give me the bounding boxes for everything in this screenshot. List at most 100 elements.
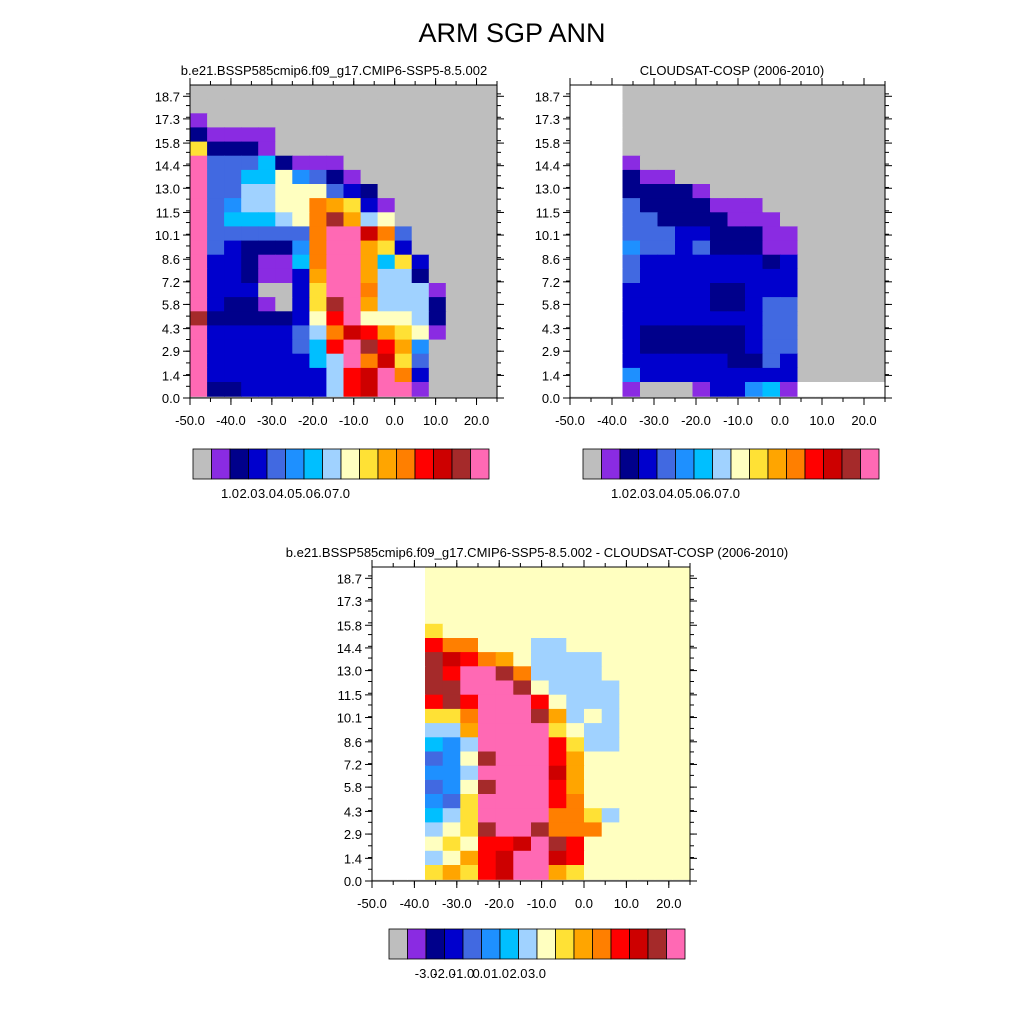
heatmap-cell [394,212,413,227]
heatmap-cell [309,339,328,355]
colorbar-swatch [266,448,286,480]
heatmap-cell [850,254,869,270]
heatmap-cell [622,141,641,157]
heatmap-cell [462,325,481,341]
heatmap-cell [275,226,293,242]
heatmap-cell [548,751,567,767]
heatmap-cell [832,184,851,199]
heatmap-cell [797,198,816,213]
colorbar-swatch [592,928,612,960]
heatmap-cell [241,382,259,397]
colorbar-label: 1.0 [221,486,239,501]
heatmap-cell [675,382,694,397]
heatmap-cell [672,822,691,838]
heatmap-cell [548,694,567,710]
heatmap-cell [407,666,426,682]
y-tick-label: 4.3 [162,322,180,337]
heatmap-cell [654,836,673,852]
heatmap-cell [832,297,851,312]
heatmap-cell [548,638,567,653]
heatmap-cell [584,723,603,738]
heatmap-cell [207,226,225,242]
heatmap-cell [727,254,746,270]
heatmap-cell [411,325,430,341]
heatmap-cell [745,297,764,312]
heatmap-cell [495,680,514,696]
y-tick-label: 15.8 [535,136,560,151]
heatmap-cell [657,268,676,284]
heatmap-cell [672,680,691,696]
heatmap-cell [832,311,851,326]
heatmap-cell [850,212,869,227]
heatmap-cell [479,311,498,326]
heatmap-cell [407,723,426,738]
heatmap-cell [190,113,208,128]
heatmap-cell [462,254,481,270]
heatmap-cell [258,99,276,114]
heatmap-cell [275,198,293,213]
heatmap-cell [867,113,886,128]
heatmap-cell [654,638,673,653]
heatmap-cell [292,283,310,298]
heatmap-cell [657,325,676,341]
heatmap-cell [326,127,345,143]
heatmap-cell [815,127,834,143]
heatmap-cell [460,638,479,653]
heatmap-cell [360,367,379,383]
heatmap-cell [389,666,408,682]
heatmap-cell [570,325,589,341]
heatmap-cell [675,184,694,199]
heatmap-cell [372,638,391,653]
heatmap-cell [797,325,816,341]
heatmap-cell [548,794,567,809]
heatmap-cell [377,155,396,171]
x-tick-label: -20.0 [484,896,514,911]
heatmap-cell [637,723,656,738]
heatmap-cell [867,212,886,227]
heatmap-cell [389,865,408,880]
heatmap-cell [479,169,498,185]
heatmap-cell [584,708,603,724]
heatmap-cell [566,822,585,838]
heatmap-cell [637,836,656,852]
heatmap-cell [343,353,362,369]
heatmap-cell [657,184,676,199]
heatmap-cell [389,652,408,667]
heatmap-cell [622,113,641,128]
heatmap-cell [692,367,711,383]
heatmap-cell [622,339,641,355]
heatmap-cell [622,169,641,185]
heatmap-cell [531,737,550,753]
heatmap-cell [411,353,430,369]
colorbar-swatch [470,448,490,480]
heatmap-cell [587,113,606,128]
heatmap-cell [460,652,479,667]
heatmap-cell [343,382,362,397]
colorbar-swatch [666,928,686,960]
heatmap-cell [727,382,746,397]
heatmap-cell [343,127,362,143]
heatmap-cell [619,850,638,866]
heatmap-cell [780,141,799,157]
heatmap-cell [815,141,834,157]
heatmap-cell [762,155,781,171]
heatmap-cell [710,226,729,242]
colorbar-swatch [303,448,323,480]
heatmap-cell [360,212,379,227]
heatmap-cell [622,240,641,256]
heatmap-cell [745,127,764,143]
y-tick-label: 13.0 [535,181,560,196]
heatmap-cell [425,723,444,738]
heatmap-cell [258,169,276,185]
heatmap-cell [407,737,426,753]
heatmap-cell [190,155,208,171]
heatmap-cell [445,99,464,114]
heatmap-cell [710,85,729,100]
heatmap-cell [867,240,886,256]
heatmap-cell [258,325,276,341]
colorbar-swatch [675,448,695,480]
heatmap-cell [675,283,694,298]
heatmap-cell [377,339,396,355]
colorbar-swatch [767,448,787,480]
heatmap-cell [224,325,242,341]
